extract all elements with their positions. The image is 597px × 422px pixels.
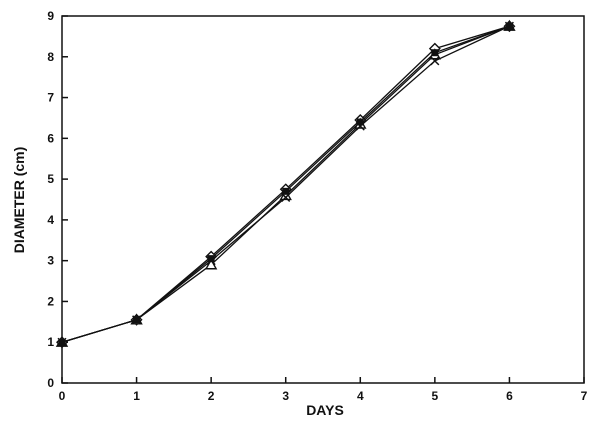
y-tick-label: 1 bbox=[47, 335, 54, 349]
y-tick-label: 5 bbox=[47, 172, 54, 186]
y-tick-label: 3 bbox=[47, 254, 54, 268]
series-layer bbox=[57, 21, 514, 347]
y-tick-label: 8 bbox=[47, 50, 54, 64]
y-tick-label: 2 bbox=[47, 294, 54, 308]
y-axis-title: DIAMETER (cm) bbox=[11, 147, 27, 254]
x-tick-label: 0 bbox=[59, 389, 66, 403]
data-point-square bbox=[357, 119, 364, 126]
data-point-square bbox=[506, 23, 513, 30]
x-tick-label: 2 bbox=[208, 389, 215, 403]
x-tick-label: 3 bbox=[282, 389, 289, 403]
x-tick-label: 7 bbox=[581, 389, 588, 403]
x-axis-title: DAYS bbox=[306, 402, 344, 418]
y-tick-label: 9 bbox=[47, 9, 54, 23]
data-point-square bbox=[133, 316, 140, 323]
y-tick-label: 0 bbox=[47, 376, 54, 390]
x-axis: 0 1 2 3 4 5 6 7 bbox=[59, 377, 588, 403]
data-point-square bbox=[431, 49, 438, 56]
y-tick-label: 4 bbox=[47, 213, 54, 227]
data-point-square bbox=[282, 188, 289, 195]
y-tick-label: 6 bbox=[47, 131, 54, 145]
x-tick-label: 4 bbox=[357, 389, 364, 403]
x-tick-label: 5 bbox=[432, 389, 439, 403]
data-point-square bbox=[59, 339, 66, 346]
x-tick-label: 6 bbox=[506, 389, 513, 403]
y-axis: 0 1 2 3 4 5 6 7 8 9 bbox=[47, 9, 68, 390]
y-tick-label: 7 bbox=[47, 91, 54, 105]
plot-frame bbox=[62, 16, 584, 383]
x-tick-label: 1 bbox=[133, 389, 140, 403]
data-point-square bbox=[208, 255, 215, 262]
